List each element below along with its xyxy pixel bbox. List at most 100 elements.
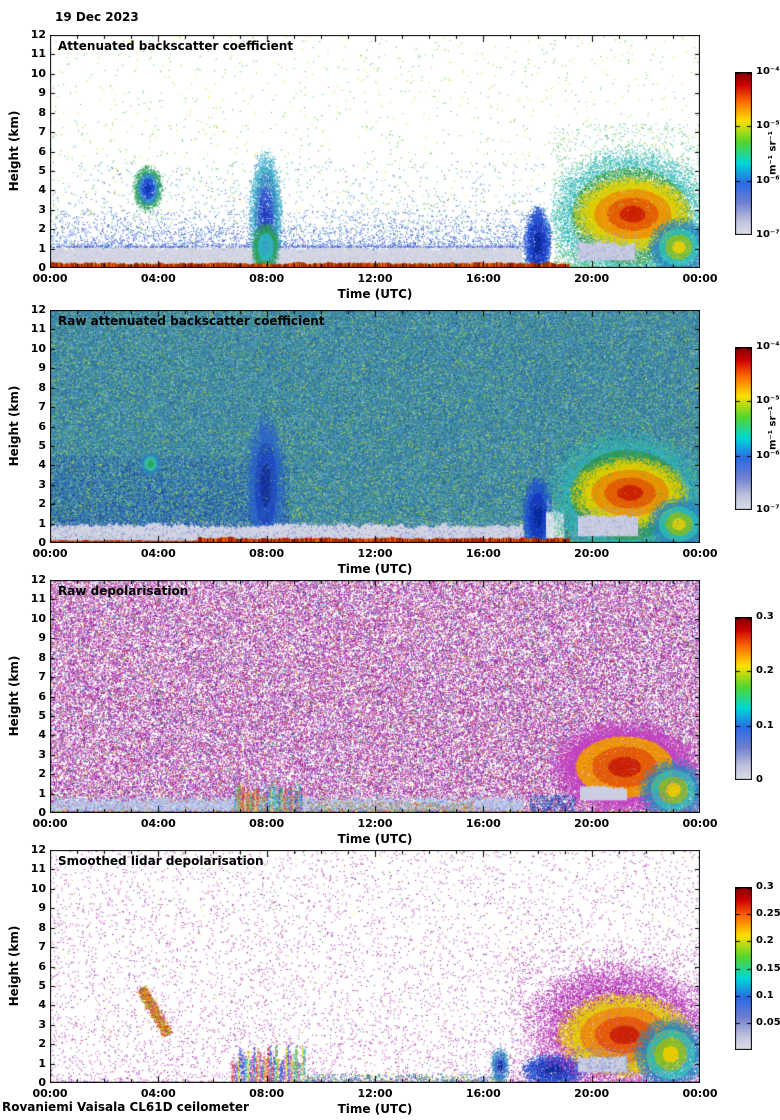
x-tick-label: 16:00 (465, 817, 501, 830)
y-tick-label: 6 (38, 144, 46, 158)
y-tick-label: 11 (30, 322, 46, 336)
y-tick-label: 12 (30, 303, 46, 316)
colorbar-tick-label: 10⁻⁶ (756, 449, 780, 461)
x-tick-label: 12:00 (357, 272, 393, 285)
y-tick-label: 12 (30, 843, 46, 856)
y-tick-label: 0 (38, 806, 46, 819)
colorbar-tick-label: 0.05 (756, 1016, 780, 1028)
y-tick-label: 9 (38, 901, 46, 915)
y-tick-label: 3 (38, 477, 46, 491)
panel-title: Raw attenuated backscatter coefficient (58, 314, 325, 328)
colorbar-tick-label: 10⁻⁷ (756, 229, 780, 240)
x-axis-label: Time (UTC) (337, 832, 413, 846)
y-tick-label: 5 (38, 163, 46, 177)
x-tick-label: 20:00 (574, 817, 610, 830)
x-tick-label: 00:00 (32, 272, 68, 285)
y-tick-label: 12 (30, 573, 46, 586)
x-tick-label: 00:00 (32, 817, 68, 830)
x-tick-label: 20:00 (574, 272, 610, 285)
y-tick-label: 9 (38, 86, 46, 100)
x-tick-labels: 00:00 04:00 08:00 12:00 16:00 20:00 00:00 (0, 272, 780, 288)
colorbar-tick-label: 10⁻⁷ (756, 504, 780, 515)
y-tick-label: 0 (38, 1076, 46, 1089)
x-axis-label: Time (UTC) (337, 1102, 413, 1116)
colorbar-unit-label: m⁻¹ sr⁻¹ (767, 405, 779, 451)
x-tick-label: 00:00 (682, 547, 718, 560)
colorbar-tick-label: 10⁻⁵ (756, 395, 780, 407)
y-tick-label: 1 (38, 241, 46, 255)
colorbar-tick-label: 0.2 (756, 935, 774, 947)
colorbar-tick-label: 10⁻⁴ (756, 66, 780, 77)
y-tick-label: 11 (30, 47, 46, 61)
y-tick-label: 2 (38, 1037, 46, 1051)
colorbar (735, 617, 752, 780)
y-tick-label: 3 (38, 747, 46, 761)
y-tick-label: 12 (30, 28, 46, 41)
y-tick-label: 4 (38, 183, 46, 197)
colorbar-tick-label: 0.1 (756, 989, 774, 1001)
y-tick-label: 9 (38, 361, 46, 375)
y-tick-label: 5 (38, 438, 46, 452)
colorbar-tick-label: 0.3 (756, 881, 774, 892)
x-tick-label: 04:00 (140, 272, 176, 285)
y-tick-labels: 0 1 2 3 4 5 6 7 8 9 10 11 12 (18, 573, 46, 819)
y-tick-label: 6 (38, 959, 46, 973)
y-tick-label: 7 (38, 940, 46, 954)
x-tick-labels: 00:00 04:00 08:00 12:00 16:00 20:00 00:00 (0, 817, 780, 833)
y-tick-label: 5 (38, 978, 46, 992)
x-tick-label: 12:00 (357, 817, 393, 830)
y-tick-label: 2 (38, 497, 46, 511)
panel-title: Raw depolarisation (58, 584, 189, 598)
y-tick-label: 4 (38, 458, 46, 472)
y-tick-label: 4 (38, 998, 46, 1012)
y-tick-label: 7 (38, 125, 46, 139)
y-tick-label: 9 (38, 631, 46, 645)
x-tick-labels: 00:00 04:00 08:00 12:00 16:00 20:00 00:00 (0, 547, 780, 563)
y-tick-label: 0 (38, 261, 46, 274)
x-tick-labels: 00:00 04:00 08:00 12:00 16:00 20:00 00:00 (0, 1087, 780, 1103)
y-tick-label: 10 (30, 611, 46, 625)
colorbar-unit-label: m⁻¹ sr⁻¹ (767, 130, 779, 176)
x-axis-label: Time (UTC) (337, 562, 413, 576)
colorbar-tick-label: 0.1 (756, 719, 774, 731)
y-tick-label: 7 (38, 400, 46, 414)
x-tick-label: 00:00 (682, 1087, 718, 1100)
colorbar (735, 887, 752, 1050)
heatmap-canvas (50, 35, 700, 268)
y-tick-label: 1 (38, 786, 46, 800)
y-tick-label: 2 (38, 767, 46, 781)
y-tick-label: 10 (30, 341, 46, 355)
colorbar-tick-label: 0.2 (756, 665, 774, 677)
y-tick-label: 1 (38, 1056, 46, 1070)
colorbar-tick-label: 0 (756, 774, 763, 785)
x-tick-label: 04:00 (140, 1087, 176, 1100)
x-tick-label: 08:00 (249, 1087, 285, 1100)
panel-title: Attenuated backscatter coefficient (58, 39, 294, 53)
panel-title: Smoothed lidar depolarisation (58, 854, 264, 868)
colorbar (735, 347, 752, 510)
date-label: 19 Dec 2023 (55, 10, 139, 24)
station-label: Rovaniemi Vaisala CL61D ceilometer (2, 1100, 249, 1114)
y-tick-label: 3 (38, 202, 46, 216)
y-tick-label: 10 (30, 66, 46, 80)
y-tick-label: 7 (38, 670, 46, 684)
heatmap-canvas (50, 310, 700, 543)
x-tick-label: 12:00 (357, 547, 393, 560)
heatmap-canvas (50, 850, 700, 1083)
x-tick-label: 08:00 (249, 817, 285, 830)
y-tick-labels: 0 1 2 3 4 5 6 7 8 9 10 11 12 (18, 28, 46, 274)
y-tick-label: 11 (30, 592, 46, 606)
y-tick-labels: 0 1 2 3 4 5 6 7 8 9 10 11 12 (18, 843, 46, 1089)
x-tick-label: 16:00 (465, 272, 501, 285)
y-tick-label: 5 (38, 708, 46, 722)
y-tick-label: 0 (38, 536, 46, 549)
x-tick-label: 00:00 (32, 547, 68, 560)
y-tick-label: 8 (38, 920, 46, 934)
x-tick-label: 00:00 (682, 272, 718, 285)
heatmap-canvas (50, 580, 700, 813)
x-tick-label: 16:00 (465, 547, 501, 560)
x-axis-label: Time (UTC) (337, 287, 413, 301)
x-tick-label: 04:00 (140, 547, 176, 560)
y-tick-label: 6 (38, 689, 46, 703)
y-tick-label: 8 (38, 105, 46, 119)
